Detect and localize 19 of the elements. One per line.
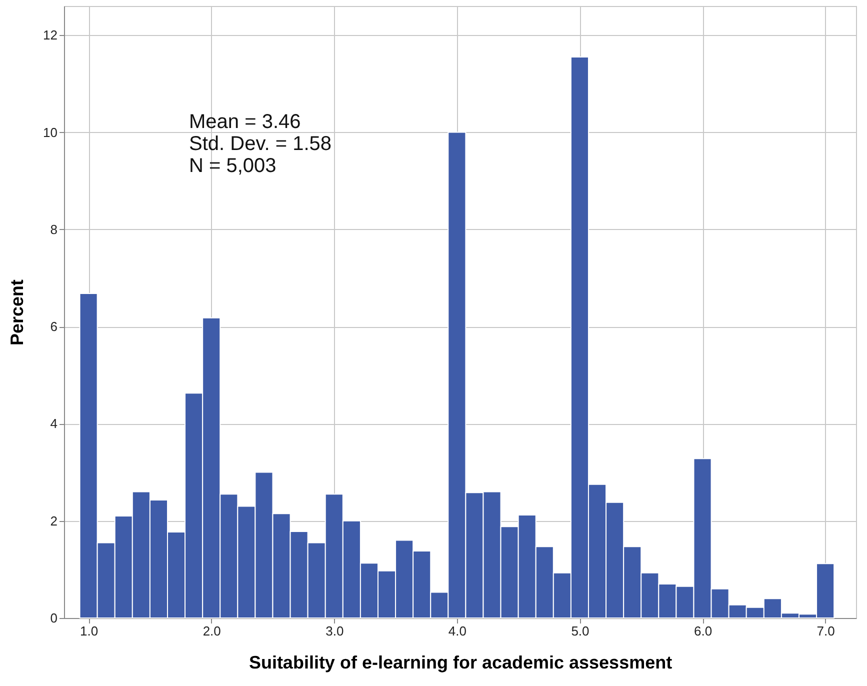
annotation: Mean = 3.46 (189, 111, 301, 133)
annotation: Std. Dev. = 1.58 (189, 133, 332, 155)
y-tick-label: 4 (50, 416, 58, 432)
x-tick-label: 5.0 (571, 624, 590, 638)
x-tick-label: 2.0 (202, 624, 221, 638)
y-axis-title: Percent (7, 279, 28, 346)
x-tick-label: 4.0 (448, 624, 466, 638)
x-tick-label: 7.0 (816, 624, 835, 638)
y-tick-label: 12 (43, 28, 58, 43)
annotation: N = 5,003 (189, 155, 276, 177)
x-tick-label: 1.0 (80, 624, 98, 638)
y-tick-label: 2 (50, 513, 58, 528)
y-tick-label: 10 (43, 124, 58, 140)
y-tick-label: 8 (50, 222, 58, 237)
y-tick-label: 6 (50, 319, 58, 334)
y-tick-label: 0 (50, 610, 58, 626)
x-tick-label: 6.0 (694, 624, 712, 638)
x-tick-label: 3.0 (326, 624, 344, 638)
x-axis-title: Suitability of e-learning for academic assessment (248, 652, 672, 672)
